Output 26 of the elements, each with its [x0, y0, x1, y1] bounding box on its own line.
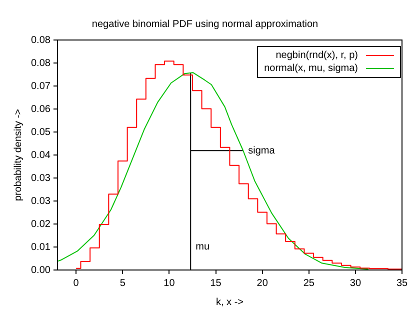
x-tick-label: 10	[164, 278, 176, 289]
y-tick-label: 0.00	[30, 264, 51, 276]
y-tick-label: 0.08	[30, 58, 51, 69]
legend-label: negbin(rnd(x), r, p)	[276, 49, 358, 62]
annotation: mu	[196, 241, 210, 252]
y-tick-label: 0.02	[30, 218, 51, 230]
x-tick-label: 35	[396, 278, 408, 289]
x-tick-label: 30	[350, 278, 362, 289]
y-tick-label: 0.05	[30, 126, 51, 138]
x-tick-label: 5	[120, 278, 126, 289]
x-tick-label: 20	[256, 278, 268, 289]
x-axis-title: k, x ->	[216, 296, 244, 308]
x-tick-label: 25	[303, 278, 315, 289]
y-axis-title: probability density ->	[12, 108, 24, 201]
chart-title: negative binomial PDF using normal approximation	[92, 18, 318, 30]
annotation: sigma	[248, 145, 276, 156]
y-tick-label: 0.03	[30, 172, 51, 184]
y-tick-label: 0.01	[30, 242, 51, 253]
legend-label: normal(x, mu, sigma)	[264, 62, 358, 75]
y-tick-label: 0.07	[30, 80, 51, 92]
y-tick-label: 0.04	[30, 150, 51, 161]
x-tick-label: 15	[210, 278, 222, 289]
y-tick-label: 0.06	[30, 104, 51, 115]
y-tick-label: 0.08	[30, 34, 51, 46]
x-tick-label: 0	[73, 278, 80, 289]
y-tick-label: 0.03	[30, 196, 51, 207]
